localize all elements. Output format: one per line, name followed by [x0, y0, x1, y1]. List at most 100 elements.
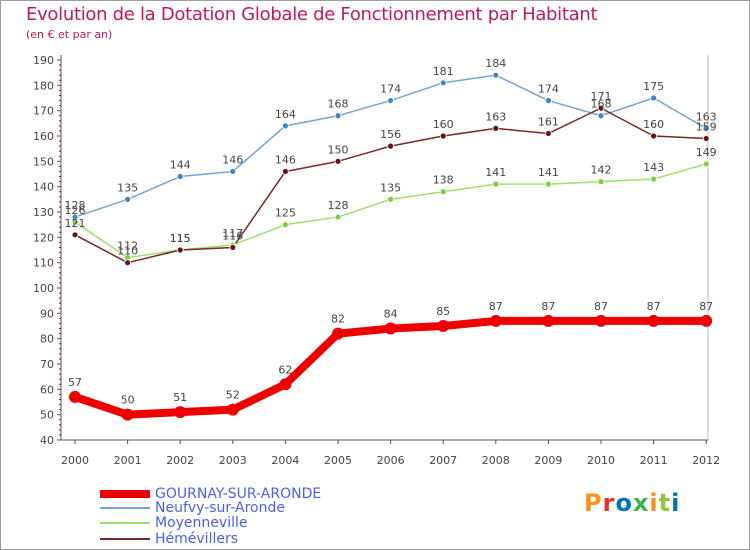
x-tick-label: 2006: [377, 454, 405, 467]
data-label: 135: [380, 181, 401, 194]
data-point: [281, 122, 289, 130]
data-label: 85: [436, 305, 450, 318]
legend-label: GOURNAY-SUR-ARONDE: [155, 486, 322, 502]
data-label: 149: [696, 146, 717, 159]
data-label: 117: [222, 227, 243, 240]
chart-subtitle: (en € et par an): [26, 28, 113, 41]
data-label: 174: [538, 83, 559, 96]
data-point: [492, 124, 500, 132]
y-tick-label: 70: [40, 358, 54, 371]
data-point: [281, 221, 289, 229]
y-tick-label: 140: [33, 181, 54, 194]
data-label: 50: [121, 394, 135, 407]
data-point: [124, 195, 131, 203]
data-point: [492, 71, 500, 79]
x-tick-label: 2000: [61, 454, 89, 467]
logo-letter: t: [658, 489, 672, 517]
data-label: 115: [170, 232, 191, 245]
data-point: [387, 142, 395, 150]
data-point: [229, 244, 237, 251]
x-tick-label: 2007: [429, 454, 457, 467]
data-label: 160: [643, 118, 664, 131]
x-tick-label: 2001: [114, 454, 142, 467]
data-label: 125: [275, 207, 296, 220]
chart-axes: 40 50 60 70 80 90 100 110 120 130 140 150 160 170 180 1…: [33, 54, 720, 467]
data-label: 116: [222, 229, 243, 242]
data-label: 87: [647, 300, 661, 313]
data-point: [71, 218, 79, 226]
data-point: [702, 135, 710, 142]
data-point: [702, 160, 710, 168]
data-label: 115: [170, 232, 191, 245]
x-tick-label: 2008: [482, 454, 510, 467]
data-point: [702, 124, 710, 132]
data-point: [69, 390, 81, 403]
logo-letter: P: [584, 489, 603, 517]
legend-label: Hémévillers: [155, 531, 239, 547]
data-label: 159: [696, 121, 717, 134]
data-label: 171: [591, 90, 612, 103]
legend-label: Neufvy-sur-Aronde: [155, 500, 285, 516]
data-point: [595, 314, 607, 327]
data-point: [121, 408, 134, 421]
y-tick-label: 180: [33, 79, 54, 92]
y-tick-label: 80: [40, 333, 54, 346]
y-tick-label: 150: [33, 155, 54, 168]
legend-label: Moyenneville: [155, 515, 248, 531]
data-label: 163: [696, 110, 717, 123]
data-label: 146: [275, 153, 296, 166]
data-label: 87: [541, 300, 555, 313]
data-label: 164: [275, 108, 296, 121]
data-label: 141: [538, 166, 559, 179]
data-label: 128: [65, 199, 86, 212]
legend-swatch: [100, 490, 150, 498]
data-label: 128: [328, 199, 349, 212]
data-point: [650, 94, 657, 102]
data-point: [545, 130, 552, 137]
data-label: 142: [591, 164, 612, 177]
data-point: [439, 79, 447, 87]
data-point: [334, 112, 342, 120]
data-label: 156: [380, 128, 401, 141]
data-label: 135: [117, 181, 138, 194]
data-point: [700, 314, 713, 327]
data-label: 51: [173, 391, 187, 404]
legend-swatch: [100, 538, 150, 540]
y-tick-label: 90: [40, 307, 54, 320]
x-tick-label: 2010: [587, 454, 615, 467]
data-point: [597, 112, 605, 120]
y-tick-label: 190: [33, 54, 54, 67]
data-label: 138: [433, 174, 454, 187]
data-point: [174, 406, 187, 419]
data-label: 168: [591, 98, 612, 111]
data-label: 82: [331, 313, 345, 326]
x-tick-label: 2002: [166, 454, 194, 467]
logo-letter: i: [649, 489, 659, 517]
legend-swatch: [100, 507, 150, 509]
y-tick-label: 160: [33, 130, 54, 143]
legend-swatch: [100, 522, 150, 524]
data-label: 126: [65, 204, 86, 217]
data-point: [437, 320, 450, 332]
proxiti-logo: Proxiti: [584, 489, 680, 517]
data-label: 143: [643, 161, 664, 174]
data-point: [176, 246, 184, 254]
y-tick-label: 100: [33, 282, 54, 295]
data-label: 57: [68, 376, 82, 389]
data-point: [387, 97, 395, 104]
x-tick-label: 2012: [692, 454, 720, 467]
data-point: [384, 322, 397, 335]
logo-letter: o: [615, 489, 633, 517]
data-point: [545, 180, 552, 188]
data-label: 168: [328, 98, 349, 111]
data-label: 150: [328, 143, 349, 156]
data-point: [492, 180, 500, 188]
data-point: [597, 178, 605, 186]
data-point: [650, 132, 657, 140]
data-label: 184: [485, 57, 506, 70]
x-tick-label: 2003: [219, 454, 247, 467]
